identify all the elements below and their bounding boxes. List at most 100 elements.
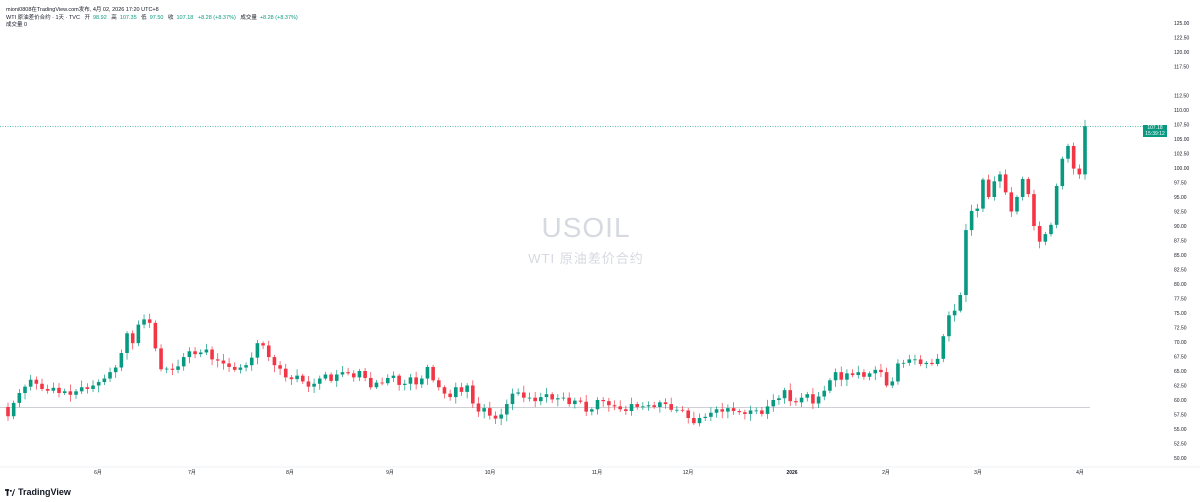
candle	[198, 349, 203, 358]
x-tick-label: 6月	[94, 470, 102, 476]
candle	[550, 392, 554, 404]
candle	[454, 382, 458, 404]
candle	[96, 379, 101, 393]
candle-body	[193, 351, 197, 355]
candle	[686, 408, 691, 424]
candle-body	[697, 417, 702, 424]
candle	[363, 368, 367, 382]
candle-body	[1071, 145, 1076, 169]
candle	[170, 363, 175, 375]
candle-body	[170, 368, 175, 370]
candle	[1015, 195, 1019, 215]
candle	[862, 369, 866, 380]
candle	[68, 384, 73, 402]
candle-body	[510, 393, 515, 405]
candle-body	[465, 385, 469, 392]
candle-body	[743, 412, 747, 414]
candle	[964, 223, 968, 302]
y-tick-label: 102.50	[1174, 152, 1190, 158]
candle	[380, 377, 384, 386]
candle	[726, 404, 730, 419]
candle	[442, 385, 447, 399]
candle	[1032, 189, 1036, 231]
close-value: 107.18	[176, 15, 194, 21]
candle-body	[51, 387, 56, 391]
tradingview-logo[interactable]: TradingView	[5, 487, 71, 497]
candle	[794, 397, 798, 406]
candle	[590, 407, 594, 416]
y-tick-label: 52.50	[1174, 442, 1187, 448]
candle	[975, 203, 980, 218]
candle-body	[556, 398, 560, 400]
candle	[79, 380, 84, 395]
candle-body	[397, 375, 401, 385]
candle	[300, 373, 305, 384]
candle-body	[879, 369, 883, 373]
candle-body	[164, 368, 169, 370]
candle-body	[1032, 194, 1036, 226]
candle-body	[493, 415, 498, 419]
candle	[952, 303, 957, 322]
y-tick-label: 92.50	[1174, 210, 1187, 216]
candle-body	[153, 322, 158, 349]
candle-body	[283, 368, 288, 378]
candle-body	[204, 349, 209, 353]
y-tick-label: 90.00	[1174, 224, 1187, 230]
candle-body	[918, 359, 923, 365]
candle-body	[1049, 224, 1053, 235]
candle	[646, 401, 651, 411]
candle-body	[96, 382, 101, 386]
candle-body	[958, 295, 963, 311]
candle	[51, 382, 56, 394]
candle	[113, 364, 118, 378]
volume-label: 成交量	[240, 15, 257, 21]
y-tick-label: 120.00	[1174, 50, 1190, 56]
candle	[204, 343, 209, 355]
candle-body	[476, 403, 481, 412]
candle-body	[187, 351, 192, 358]
candle-body	[499, 414, 503, 419]
candle-body	[578, 400, 583, 402]
candle-body	[425, 366, 430, 379]
last-price-tag: 107.18 15:39:12	[1143, 125, 1167, 137]
candle-body	[907, 359, 912, 363]
candle	[822, 385, 827, 401]
candle	[227, 357, 231, 373]
candle	[17, 388, 22, 408]
candle	[499, 408, 503, 426]
candle	[255, 340, 260, 365]
candle	[57, 383, 61, 398]
candle-body	[867, 373, 872, 377]
candle	[471, 380, 475, 408]
candle	[629, 397, 634, 416]
candle	[266, 340, 271, 362]
candle-body	[210, 349, 214, 360]
candle-body	[930, 362, 934, 365]
candle-body	[505, 404, 509, 415]
y-tick-label: 55.00	[1174, 427, 1187, 433]
candle	[567, 392, 571, 407]
volume-legend: 成交量 0	[6, 22, 28, 28]
candle	[958, 292, 963, 313]
candle-body	[488, 408, 492, 416]
candle-body	[45, 388, 50, 391]
candle	[119, 349, 124, 372]
candle	[811, 388, 815, 410]
candle-body	[941, 336, 946, 359]
candle-body	[845, 373, 849, 380]
close-label: 收	[167, 15, 174, 21]
candle	[505, 399, 509, 422]
candle-body	[805, 394, 810, 398]
candle-body	[68, 391, 73, 395]
x-tick-label: 12月	[683, 470, 694, 476]
candle	[232, 362, 237, 372]
candle	[329, 372, 333, 383]
candle-body	[125, 333, 129, 354]
candle	[612, 400, 617, 411]
candle	[91, 380, 95, 393]
candle	[278, 361, 282, 375]
candle-body	[1037, 226, 1042, 242]
candle	[941, 333, 946, 363]
candle-body	[198, 352, 203, 355]
